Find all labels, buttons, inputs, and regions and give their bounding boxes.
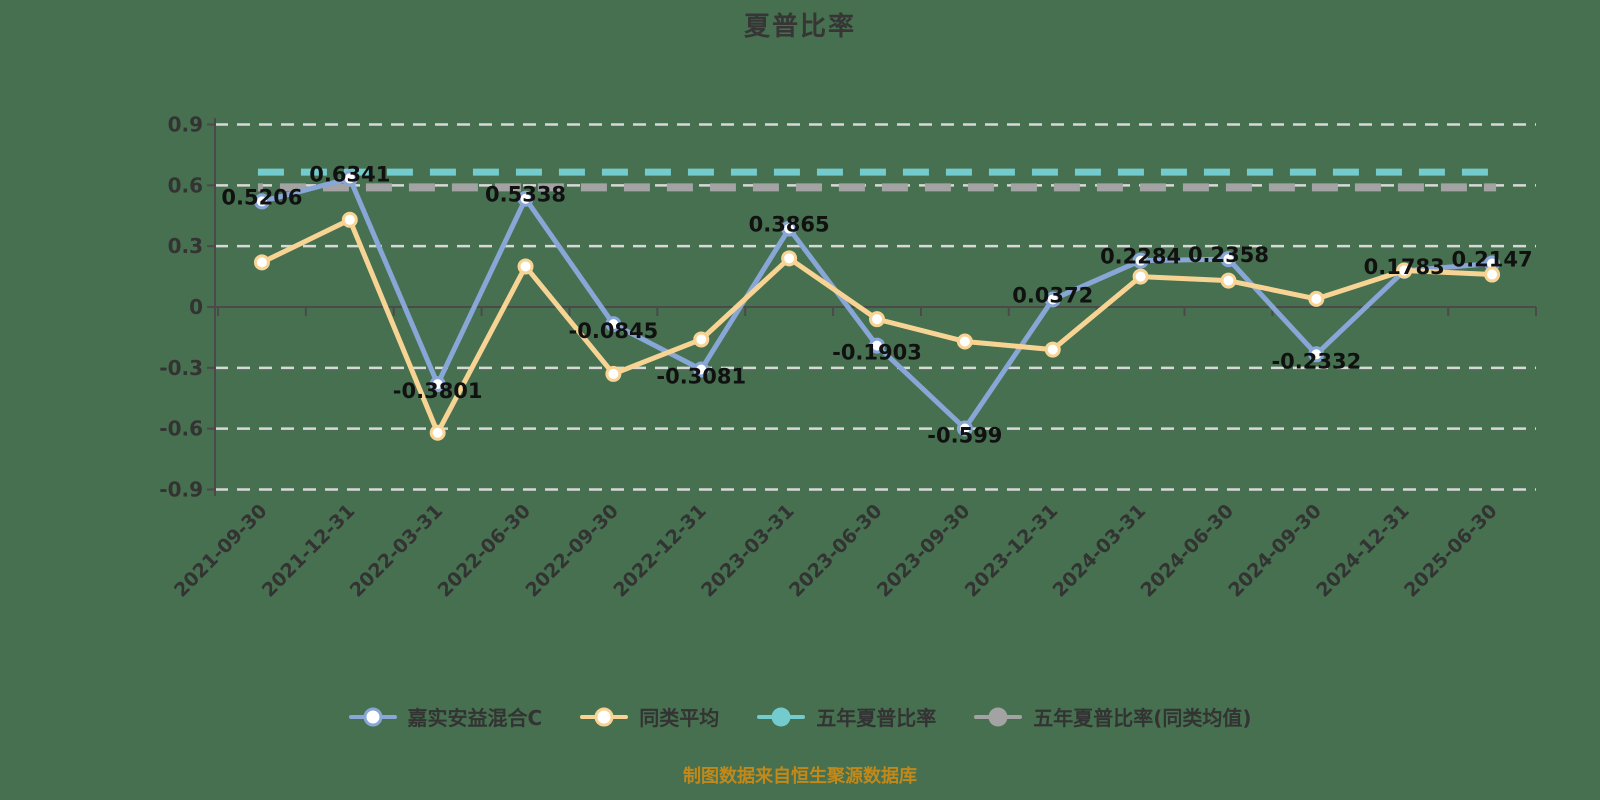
data-point: [429, 424, 446, 441]
y-axis-tick-label: -0.6: [159, 417, 203, 441]
data-label: 0.2358: [1188, 243, 1269, 267]
data-label: 0.3865: [749, 213, 830, 237]
data-label: -0.1903: [832, 341, 922, 365]
data-point: [1220, 272, 1237, 289]
data-point: [1044, 291, 1061, 308]
data-point: [341, 211, 358, 228]
x-axis-label: 2022-12-31: [609, 500, 711, 602]
y-axis-tick-label: 0.6: [168, 173, 203, 197]
legend-marker-dot: [988, 707, 1008, 726]
x-axis-label: 2021-09-30: [170, 500, 272, 602]
data-point: [956, 333, 973, 350]
data-label: 0.6341: [309, 162, 390, 186]
x-axis-label: 2025-06-30: [1400, 500, 1502, 602]
legend-marker-dot: [363, 707, 383, 726]
data-point: [956, 420, 973, 437]
legend-label: 五年夏普比率: [816, 706, 937, 730]
legend-label: 同类平均: [639, 706, 720, 730]
data-point: [605, 316, 622, 333]
data-label: -0.3081: [656, 364, 746, 388]
data-point: [869, 337, 885, 354]
y-axis-tick-label: -0.3: [159, 356, 203, 380]
legend: 嘉实安益混合C 同类平均 五年夏普比率 五年夏普比率(同类均值): [0, 702, 1600, 731]
x-axis-label: 2024-06-30: [1136, 500, 1238, 602]
data-point: [517, 258, 534, 275]
y-axis-tick-label: 0.9: [168, 112, 203, 136]
x-axis-label: 2021-12-31: [258, 500, 360, 602]
data-point: [1132, 268, 1149, 285]
x-axis-label: 2024-03-31: [1049, 500, 1151, 602]
data-point: [517, 190, 534, 207]
footer-note: 制图数据来自恒生聚源数据库: [683, 766, 917, 787]
data-point: [1396, 262, 1413, 279]
data-label: -0.599: [927, 423, 1002, 447]
x-axis-label: 2023-06-30: [785, 500, 887, 602]
data-point: [341, 170, 358, 187]
data-point: [1484, 266, 1501, 283]
data-point: [693, 361, 710, 378]
x-axis-label: 2023-03-31: [697, 500, 799, 602]
x-axis-label: 2022-06-30: [434, 500, 536, 602]
data-label: 0.1783: [1364, 255, 1445, 279]
legend-marker-icon: [974, 707, 1023, 726]
legend-item-2[interactable]: 五年夏普比率: [757, 702, 936, 731]
data-point: [1044, 341, 1061, 358]
data-label: 0.2147: [1452, 247, 1533, 271]
legend-marker-icon: [757, 707, 806, 726]
x-axis-label: 2022-03-31: [346, 500, 448, 602]
data-point: [869, 311, 885, 328]
data-point: [1132, 252, 1149, 269]
legend-marker-dot: [771, 707, 791, 726]
data-label: -0.0845: [569, 319, 659, 343]
data-label: 0.0372: [1012, 283, 1093, 307]
y-axis-tick-label: -0.9: [159, 478, 203, 502]
data-point: [1308, 290, 1325, 307]
x-axis-label: 2023-09-30: [873, 500, 975, 602]
legend-item-3[interactable]: 五年夏普比率(同类均值): [974, 702, 1251, 731]
data-point: [693, 331, 710, 348]
data-point: [253, 193, 270, 210]
legend-marker-icon: [348, 707, 397, 726]
data-point: [1220, 251, 1237, 268]
legend-item-1[interactable]: 同类平均: [580, 702, 719, 731]
data-point: [253, 254, 270, 271]
data-label: -0.3801: [393, 379, 483, 403]
legend-item-0[interactable]: 嘉实安益混合C: [348, 702, 543, 731]
x-axis-label: 2024-09-30: [1224, 500, 1326, 602]
x-axis-label: 2022-09-30: [521, 500, 623, 602]
data-point: [1308, 346, 1325, 363]
x-axis-label: 2024-12-31: [1312, 500, 1414, 602]
data-label: 0.5338: [485, 183, 566, 207]
data-label: 0.2284: [1100, 245, 1181, 269]
y-axis-tick-label: 0.3: [168, 234, 203, 258]
data-point: [781, 250, 798, 267]
legend-label: 嘉实安益混合C: [407, 706, 543, 730]
chart-title: 夏普比率: [743, 12, 856, 42]
data-label: 0.5206: [221, 185, 302, 209]
data-point: [781, 220, 798, 237]
legend-marker-dot: [594, 707, 614, 726]
x-axis-label: 2023-12-31: [961, 500, 1063, 602]
data-label: -0.2332: [1271, 349, 1361, 373]
legend-marker-icon: [580, 707, 629, 726]
y-axis-tick-label: 0: [189, 295, 203, 319]
legend-label: 五年夏普比率(同类均值): [1033, 706, 1252, 730]
data-point: [605, 365, 622, 382]
data-point: [429, 376, 446, 393]
